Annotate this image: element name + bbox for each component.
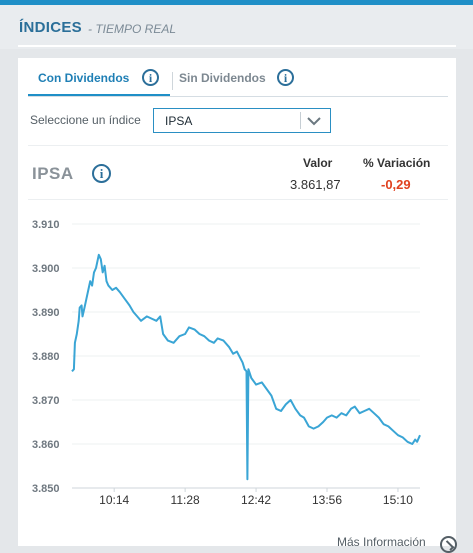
info-icon[interactable]: i [92, 164, 111, 183]
x-tick-label: 10:14 [99, 493, 129, 507]
chevron-down-icon[interactable] [306, 115, 322, 127]
x-tick-label: 11:28 [171, 493, 200, 507]
y-tick-label: 3.900 [32, 263, 60, 275]
info-icon[interactable]: i [142, 69, 159, 86]
more-info-link[interactable]: Más Información [337, 535, 426, 549]
y-tick-label: 3.880 [32, 351, 60, 363]
widget-title: ÍNDICES [19, 19, 82, 36]
y-tick-label: 3.910 [32, 219, 60, 231]
select-divider [300, 112, 301, 129]
valor-value: 3.861,87 [290, 177, 341, 192]
divider [28, 199, 448, 200]
tab-sin-dividendos[interactable]: Sin Dividendos [179, 71, 266, 85]
y-tick-label: 3.890 [32, 307, 60, 319]
info-icon[interactable]: i [277, 69, 294, 86]
arrow-right-circle-icon[interactable] [440, 536, 457, 553]
divider [28, 145, 448, 146]
x-tick-label: 15:10 [383, 493, 413, 507]
index-select-value: IPSA [165, 114, 193, 128]
top-accent-bar [0, 0, 473, 5]
variacion-value: -0,29 [381, 177, 411, 192]
series-line [71, 253, 421, 481]
active-tab-underline [28, 94, 170, 97]
tabs-baseline [28, 96, 448, 97]
index-select-label: Seleccione un índice [30, 113, 141, 127]
tab-separator [172, 72, 173, 90]
index-card: Con Dividendos i Sin Dividendos i Selecc… [18, 58, 456, 546]
x-tick-label: 13:56 [312, 493, 342, 507]
variacion-header: % Variación [363, 156, 431, 170]
y-tick-label: 3.850 [32, 483, 60, 495]
valor-header: Valor [303, 156, 333, 170]
intraday-chart: 3.910 3.900 3.890 3.880 3.870 3.860 3.850 10:1… [32, 219, 421, 507]
index-select[interactable]: IPSA [153, 108, 331, 133]
widget-subtitle: - TIEMPO REAL [88, 22, 177, 36]
index-name: IPSA [32, 164, 74, 183]
y-tick-label: 3.860 [32, 439, 60, 451]
x-tick-label: 12:42 [241, 493, 271, 507]
header-divider [18, 45, 456, 47]
widget-header: ÍNDICES - TIEMPO REAL [0, 5, 473, 49]
y-tick-label: 3.870 [32, 395, 60, 407]
tab-con-dividendos[interactable]: Con Dividendos [38, 71, 130, 85]
